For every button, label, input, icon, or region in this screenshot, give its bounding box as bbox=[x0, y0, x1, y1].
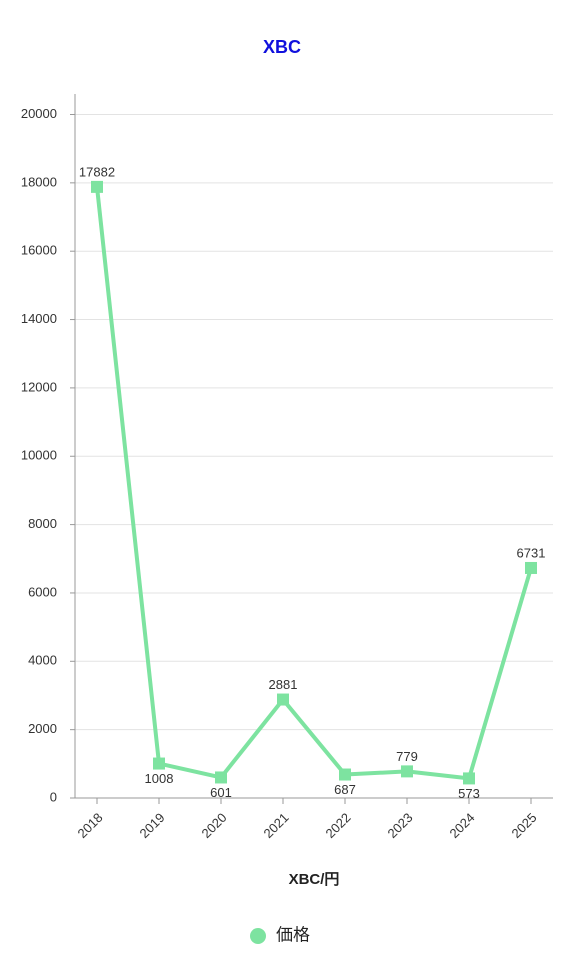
y-tick-label: 4000 bbox=[28, 653, 57, 668]
x-tick-label: 2020 bbox=[198, 810, 229, 841]
data-label: 573 bbox=[458, 786, 480, 801]
legend-label: 価格 bbox=[276, 925, 310, 944]
y-tick-label: 14000 bbox=[21, 311, 57, 326]
point bbox=[463, 772, 475, 785]
y-tick-label: 2000 bbox=[28, 721, 57, 736]
y-tick-label: 20000 bbox=[21, 106, 57, 121]
x-axis-title: XBC/円 bbox=[289, 871, 340, 888]
data-label: 1008 bbox=[145, 771, 174, 786]
x-tick-label: 2025 bbox=[508, 810, 539, 841]
point bbox=[91, 180, 103, 193]
data-label: 2881 bbox=[269, 677, 298, 692]
chart-title: XBC bbox=[263, 37, 301, 57]
data-label: 601 bbox=[210, 785, 232, 800]
y-tick-label: 8000 bbox=[28, 516, 57, 531]
point bbox=[277, 693, 289, 706]
y-tick-label: 6000 bbox=[28, 584, 57, 599]
data-label: 687 bbox=[334, 782, 356, 797]
point bbox=[339, 768, 351, 781]
point bbox=[401, 765, 413, 778]
x-tick-label: 2021 bbox=[260, 810, 291, 841]
x-tick-label: 2022 bbox=[322, 810, 353, 841]
y-tick-label: 16000 bbox=[21, 243, 57, 258]
x-tick-label: 2019 bbox=[136, 810, 167, 841]
y-tick-label: 12000 bbox=[21, 379, 57, 394]
legend-marker bbox=[250, 928, 266, 944]
y-tick-label: 18000 bbox=[21, 174, 57, 189]
line bbox=[95, 186, 533, 781]
point bbox=[153, 757, 165, 770]
point bbox=[215, 771, 227, 784]
y-tick-label: 0 bbox=[50, 789, 57, 804]
x-tick-label: 2023 bbox=[384, 810, 415, 841]
data-label: 779 bbox=[396, 749, 418, 764]
x-tick-label: 2018 bbox=[74, 810, 105, 841]
x-tick-label: 2024 bbox=[446, 810, 477, 841]
point bbox=[525, 561, 537, 574]
data-label: 17882 bbox=[79, 164, 115, 179]
y-tick-label: 10000 bbox=[21, 448, 57, 463]
data-label: 6731 bbox=[517, 545, 546, 560]
